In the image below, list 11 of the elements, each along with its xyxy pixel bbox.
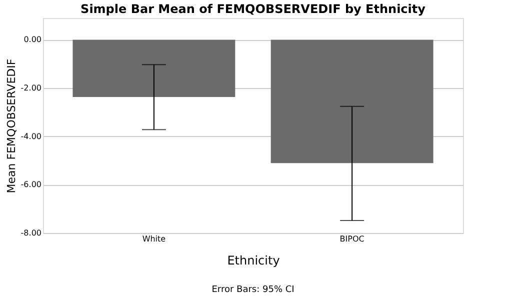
y-tick-label: -4.00	[20, 132, 42, 141]
y-tick-label: -8.00	[20, 228, 42, 238]
y-tick-label: 0.00	[24, 35, 42, 44]
x-tick-label: BIPOC	[340, 234, 365, 244]
y-tick-label: -2.00	[20, 84, 42, 93]
chart-title: Simple Bar Mean of FEMQOBSERVEDIF by Ethnicity	[80, 2, 426, 16]
x-tick-label: White	[142, 234, 166, 244]
x-axis-title: Ethnicity	[227, 254, 280, 268]
y-tick-label: -6.00	[20, 180, 42, 190]
y-axis-title: Mean FEMQOBSERVEDIF	[4, 58, 18, 194]
text: Error Bars: 95% CI	[212, 285, 294, 295]
